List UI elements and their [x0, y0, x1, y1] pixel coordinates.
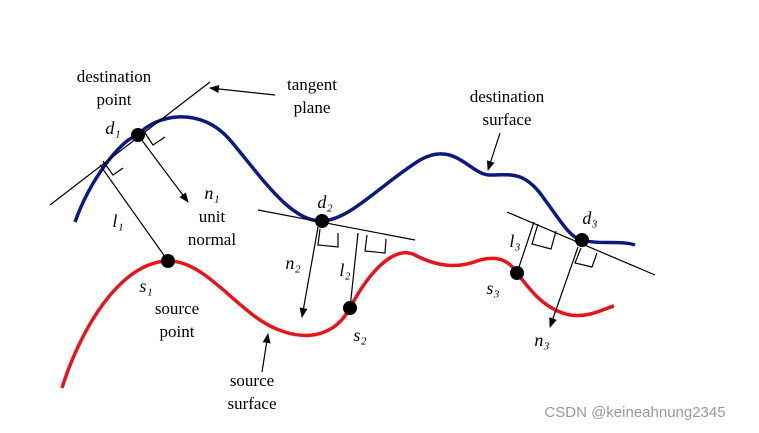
right-angle — [364, 234, 387, 254]
symbol: d₃ — [582, 208, 597, 228]
symbol: l₃ — [509, 231, 520, 251]
right-angle — [531, 223, 557, 250]
source-surface-curve — [60, 251, 615, 389]
point — [131, 128, 145, 142]
symbol: s₂ — [353, 325, 366, 345]
label: normal — [188, 230, 236, 249]
point — [161, 254, 175, 268]
symbol: d₁ — [105, 118, 120, 138]
right-angle — [142, 129, 166, 146]
normal-arrow — [137, 134, 189, 203]
point — [315, 214, 329, 228]
point — [575, 233, 589, 247]
label: source — [230, 371, 274, 390]
right-angle — [102, 160, 124, 176]
symbol: n₁ — [204, 183, 219, 203]
symbol: l₁ — [112, 211, 123, 231]
normal-arrow — [549, 246, 579, 328]
right-angle — [574, 247, 598, 268]
symbol: n₂ — [285, 253, 300, 273]
label: surface — [482, 110, 531, 129]
label: source — [155, 299, 199, 318]
label: point — [97, 90, 132, 109]
pointer-arrow — [486, 132, 501, 171]
label: unit — [199, 207, 226, 226]
label: tangent — [287, 75, 337, 94]
label: destination — [470, 87, 545, 106]
watermark: CSDN @keineahnung2345 — [544, 404, 725, 421]
distance-line — [349, 232, 359, 309]
symbol: s₁ — [139, 276, 152, 296]
tangent-line — [257, 209, 416, 241]
pointer-arrow — [261, 333, 271, 373]
distance-line — [99, 164, 169, 262]
point — [343, 301, 357, 315]
symbol: l₂ — [339, 260, 350, 280]
point — [510, 266, 524, 280]
symbol: d₂ — [317, 192, 332, 212]
symbol: n₃ — [534, 330, 549, 350]
label: surface — [227, 394, 276, 413]
label: destination — [77, 67, 152, 86]
distance-line — [516, 221, 535, 274]
normal-arrow — [299, 226, 319, 318]
label: point — [160, 322, 195, 341]
pointer-arrow — [209, 84, 276, 96]
destination-surface-curve — [73, 115, 636, 247]
right-angle — [317, 228, 339, 248]
label: plane — [294, 98, 331, 117]
tangent-line — [49, 81, 211, 206]
symbol: s₃ — [486, 278, 499, 298]
